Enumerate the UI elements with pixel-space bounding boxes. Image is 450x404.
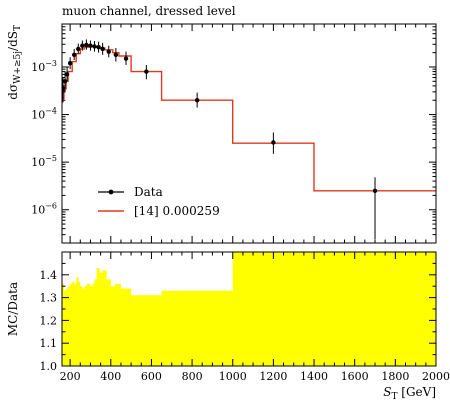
ratio-x-tick-label-5: 1200 [259,370,287,383]
ratio-x-tick-label-3: 800 [182,370,203,383]
data-point-4 [71,52,77,58]
main-y-tick-label-1: 10−4 [31,107,57,122]
tick-exponent: −3 [45,59,57,68]
main-frame [61,23,437,244]
ratio-x-tick-label-7: 1600 [341,370,369,383]
data-point-5 [76,46,81,52]
tick-exponent: −6 [45,202,57,211]
data-point-17 [271,140,276,145]
data-point-12 [106,49,111,54]
ratio-x-axis-label: ST [GeV] [383,385,436,402]
x-label-sub: T [391,392,397,402]
data-point-16 [194,98,200,103]
x-label-unit: [GeV] [397,385,436,399]
ratio-x-tick-label-2: 600 [141,370,162,383]
tick-exponent: −4 [45,107,57,116]
ratio-x-tick-label-0: 200 [60,370,81,383]
ratio-y-tick-label-4: 1.4 [40,269,58,282]
main-y-axis-label: dσW+≥5j/dST [6,25,23,100]
tick-mantissa: 10 [31,204,45,217]
data-point-13 [113,52,119,58]
legend-data-label: Data [134,185,163,199]
legend-mc-label: [14] 0.000259 [134,204,220,218]
data-point-2 [64,72,70,77]
tick-mantissa: 10 [31,109,45,122]
ratio-y-tick-label-2: 1.2 [40,314,58,327]
mc-series [62,45,436,192]
ratio-band [62,252,436,366]
ratio-x-tick-label-4: 1000 [219,370,247,383]
data-series [62,39,378,240]
data-point-9 [92,44,97,49]
main-y-tick-label-0: 10−3 [31,59,57,74]
data-point-14 [123,56,129,61]
ratio-y-tick-label-0: 1.0 [40,360,58,373]
main-y-tick-label-2: 10−5 [31,154,57,169]
data-point-15 [144,69,149,74]
main-y-axis: 10−310−410−510−6 [31,23,436,244]
data-point-10 [96,45,101,50]
data-point-7 [84,42,89,48]
legend: Data [14] 0.000259 [98,185,220,218]
ratio-x-axis: 200 400 600 800 1000 1200 1400 1600 1800 2000 [60,252,450,383]
data-point-8 [88,43,93,48]
ratio-y-axis: 1.0 1.1 1.2 1.3 1.4 [40,251,436,373]
mc-step-line [62,45,436,192]
tick-mantissa: 10 [31,156,45,169]
ratio-y-tick-label-1: 1.1 [40,337,58,350]
data-point-0 [62,86,66,91]
ratio-x-tick-label-1: 400 [100,370,121,383]
tick-exponent: −5 [45,154,57,163]
ratio-x-tick-label-8: 1800 [381,370,409,383]
x-label-s: S [383,385,391,399]
data-point-6 [80,43,85,48]
tick-mantissa: 10 [31,61,45,74]
data-point-11 [100,46,105,52]
chart-title: muon channel, dressed level [62,4,236,18]
y-label-den-sub: T [13,25,23,31]
legend-data-marker [108,189,114,195]
data-point-3 [67,61,73,66]
y-label-main: dσ [6,84,20,100]
main-x-axis [69,24,437,243]
ratio-x-tick-label-9: 2000 [422,370,450,383]
ratio-y-axis-label: MC/Data [6,282,20,336]
ratio-band-area [62,252,436,366]
main-y-tick-label-3: 10−6 [31,202,57,217]
y-label-sub: W+≥5j [13,51,23,84]
ratio-y-tick-label-3: 1.3 [40,292,58,305]
ratio-x-tick-label-6: 1400 [300,370,328,383]
data-point-18 [372,188,378,194]
y-label-den: /dS [6,31,20,51]
